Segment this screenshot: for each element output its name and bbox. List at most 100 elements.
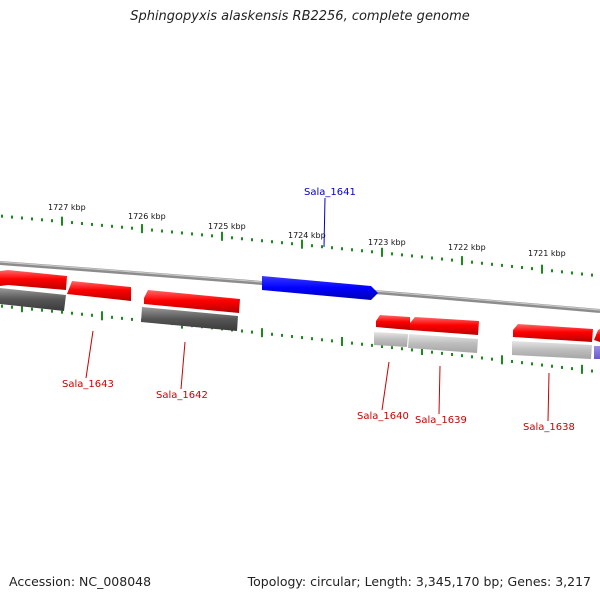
gene-block-purple — [594, 346, 600, 359]
gene-arrow-forward[interactable] — [144, 290, 240, 313]
scale-dot — [111, 224, 113, 228]
scale-dot — [131, 317, 133, 321]
scale-dot — [571, 367, 573, 371]
gene-label-sala-1642[interactable]: Sala_1642 — [156, 390, 208, 401]
gene-label-sala-1640[interactable]: Sala_1640 — [357, 411, 409, 422]
scale-dot — [481, 261, 483, 265]
scale-dot — [421, 255, 423, 259]
scale-dot — [41, 308, 43, 312]
scale-dot — [151, 228, 153, 232]
gene-block-light — [512, 341, 592, 359]
scale-dot — [271, 240, 273, 244]
scale-dot — [571, 271, 573, 275]
gene-arrow-sala-1639[interactable] — [410, 317, 479, 335]
scale-dot — [521, 266, 523, 270]
gene-arrow-partial[interactable] — [594, 329, 600, 342]
scale-dot — [441, 351, 443, 355]
scale-major-tick — [501, 355, 503, 365]
scale-dot — [341, 247, 343, 251]
scale-dot — [491, 262, 493, 266]
gene-arrow-sala-1640[interactable] — [376, 315, 410, 330]
kbp-label-1724: 1724 kbp — [288, 231, 326, 240]
scale-dot — [171, 230, 173, 234]
scale-dot — [461, 354, 463, 358]
kbp-label-1721: 1721 kbp — [528, 249, 566, 258]
gene-arrow-forward[interactable] — [0, 270, 67, 290]
gene-block-light — [408, 334, 478, 353]
gene-block-gray — [141, 307, 238, 331]
scale-dot — [181, 231, 183, 235]
kbp-label-1723: 1723 kbp — [368, 238, 406, 247]
scale-dot — [91, 222, 93, 226]
scale-major-tick — [101, 311, 103, 321]
scale-dot — [531, 267, 533, 271]
scale-dot — [251, 238, 253, 242]
scale-dot — [431, 256, 433, 260]
scale-dot — [401, 253, 403, 257]
scale-dot — [31, 307, 33, 311]
scale-dot — [551, 269, 553, 273]
scale-dot — [351, 248, 353, 252]
scale-major-tick — [221, 231, 223, 241]
scale-dot — [251, 330, 253, 334]
callout-sala-1639 — [438, 365, 441, 415]
gene-label-sala-1643[interactable]: Sala_1643 — [62, 379, 114, 390]
gene-label-sala-1638[interactable]: Sala_1638 — [523, 422, 575, 433]
scale-dot — [411, 348, 413, 352]
inner-scale-ticks — [1, 303, 593, 374]
scale-dot — [231, 236, 233, 240]
scale-dot — [551, 364, 553, 368]
scale-dot — [321, 245, 323, 249]
gene-label-sala-1641[interactable]: Sala_1641 — [304, 187, 356, 198]
scale-dot — [81, 221, 83, 225]
scale-dot — [351, 341, 353, 345]
scale-dot — [1, 214, 3, 218]
scale-dot — [411, 254, 413, 258]
scale-major-tick — [341, 337, 343, 347]
scale-dot — [561, 365, 563, 369]
scale-dot — [51, 219, 53, 223]
callout-sala-1642 — [180, 341, 186, 390]
scale-dot — [71, 311, 73, 315]
scale-dot — [201, 233, 203, 237]
scale-dot — [361, 342, 363, 346]
scale-major-tick — [141, 224, 143, 234]
gene-arrow-sala-1641[interactable] — [262, 276, 378, 300]
scale-dot — [301, 336, 303, 340]
callout-sala-1640 — [381, 361, 390, 411]
scale-dot — [591, 273, 593, 277]
scale-dot — [451, 352, 453, 356]
scale-dot — [581, 272, 583, 276]
scale-major-tick — [541, 264, 543, 274]
scale-dot — [121, 316, 123, 320]
map-title: Sphingopyxis alaskensis RB2256, complete… — [130, 9, 470, 24]
outer-scale-ticks — [1, 214, 593, 277]
scale-dot — [211, 234, 213, 238]
scale-dot — [471, 260, 473, 264]
scale-major-tick — [421, 346, 423, 356]
scale-dot — [391, 346, 393, 350]
scale-dot — [121, 225, 123, 229]
scale-major-tick — [261, 328, 263, 338]
scale-major-tick — [381, 247, 383, 257]
kbp-label-1725: 1725 kbp — [208, 222, 246, 231]
scale-dot — [311, 244, 313, 248]
scale-dot — [101, 223, 103, 227]
scale-dot — [311, 337, 313, 341]
callout-sala-1643 — [85, 330, 94, 379]
kbp-label-1722: 1722 kbp — [448, 243, 486, 252]
gene-arrow-forward[interactable] — [67, 281, 131, 301]
gene-label-sala-1639[interactable]: Sala_1639 — [415, 415, 467, 426]
scale-dot — [11, 215, 13, 219]
scale-dot — [111, 315, 113, 319]
kbp-label-1726: 1726 kbp — [128, 212, 166, 221]
scale-dot — [381, 344, 383, 348]
scale-dot — [371, 250, 373, 254]
scale-dot — [261, 239, 263, 243]
scale-dot — [271, 332, 273, 336]
gene-block-light — [374, 332, 408, 347]
scale-major-tick — [461, 256, 463, 266]
gene-arrow-sala-1638[interactable] — [513, 324, 593, 342]
kbp-label-1727: 1727 kbp — [48, 203, 86, 212]
